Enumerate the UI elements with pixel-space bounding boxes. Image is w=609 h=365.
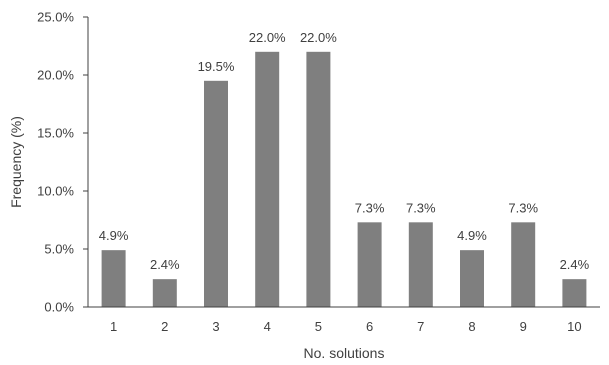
x-tick-label-7: 7 <box>417 319 424 334</box>
bar-4 <box>255 51 280 307</box>
x-tick-label-3: 3 <box>212 319 219 334</box>
bar-3 <box>204 80 228 307</box>
y-tick-label: 5.0% <box>44 242 74 257</box>
y-tick-label: 15.0% <box>37 126 74 141</box>
y-tick-label: 10.0% <box>37 184 74 199</box>
bars <box>101 51 587 307</box>
x-tick-label-2: 2 <box>161 319 168 334</box>
x-tick-label-1: 1 <box>110 319 117 334</box>
data-label-6: 7.3% <box>355 200 385 215</box>
y-axis-ticks: 0.0% 5.0% 10.0% 15.0% 20.0% 25.0% <box>37 10 88 315</box>
y-tick-label: 0.0% <box>44 300 74 315</box>
bar-7 <box>408 222 433 307</box>
data-label-8: 4.9% <box>457 228 487 243</box>
bar-6 <box>357 222 382 307</box>
bar-1 <box>101 250 126 307</box>
x-tick-label-8: 8 <box>468 319 475 334</box>
y-axis-title: Frequency (%) <box>8 116 24 208</box>
bar-10 <box>562 279 587 307</box>
bar-5 <box>306 51 331 307</box>
x-axis-title: No. solutions <box>304 345 385 361</box>
data-label-1: 4.9% <box>99 228 129 243</box>
data-label-5: 22.0% <box>300 30 337 45</box>
x-tick-label-6: 6 <box>366 319 373 334</box>
data-label-2: 2.4% <box>150 257 180 272</box>
y-tick-label: 20.0% <box>37 68 74 83</box>
x-tick-label-10: 10 <box>567 319 581 334</box>
data-label-4: 22.0% <box>249 30 286 45</box>
bar-8 <box>460 250 484 307</box>
data-labels: 4.9% 2.4% 19.5% 22.0% 22.0% 7.3% 7.3% 4.9% 7.3% 2… <box>99 30 590 272</box>
x-axis-ticks: 1 2 3 4 5 6 7 8 9 10 <box>110 319 582 334</box>
data-label-9: 7.3% <box>508 200 538 215</box>
bar-2 <box>152 279 177 307</box>
y-tick-label: 25.0% <box>37 10 74 25</box>
x-tick-label-5: 5 <box>315 319 322 334</box>
bar-9 <box>511 222 536 307</box>
data-label-7: 7.3% <box>406 200 436 215</box>
x-tick-label-4: 4 <box>264 319 271 334</box>
data-label-3: 19.5% <box>198 59 235 74</box>
x-tick-label-9: 9 <box>520 319 527 334</box>
data-label-10: 2.4% <box>560 257 590 272</box>
